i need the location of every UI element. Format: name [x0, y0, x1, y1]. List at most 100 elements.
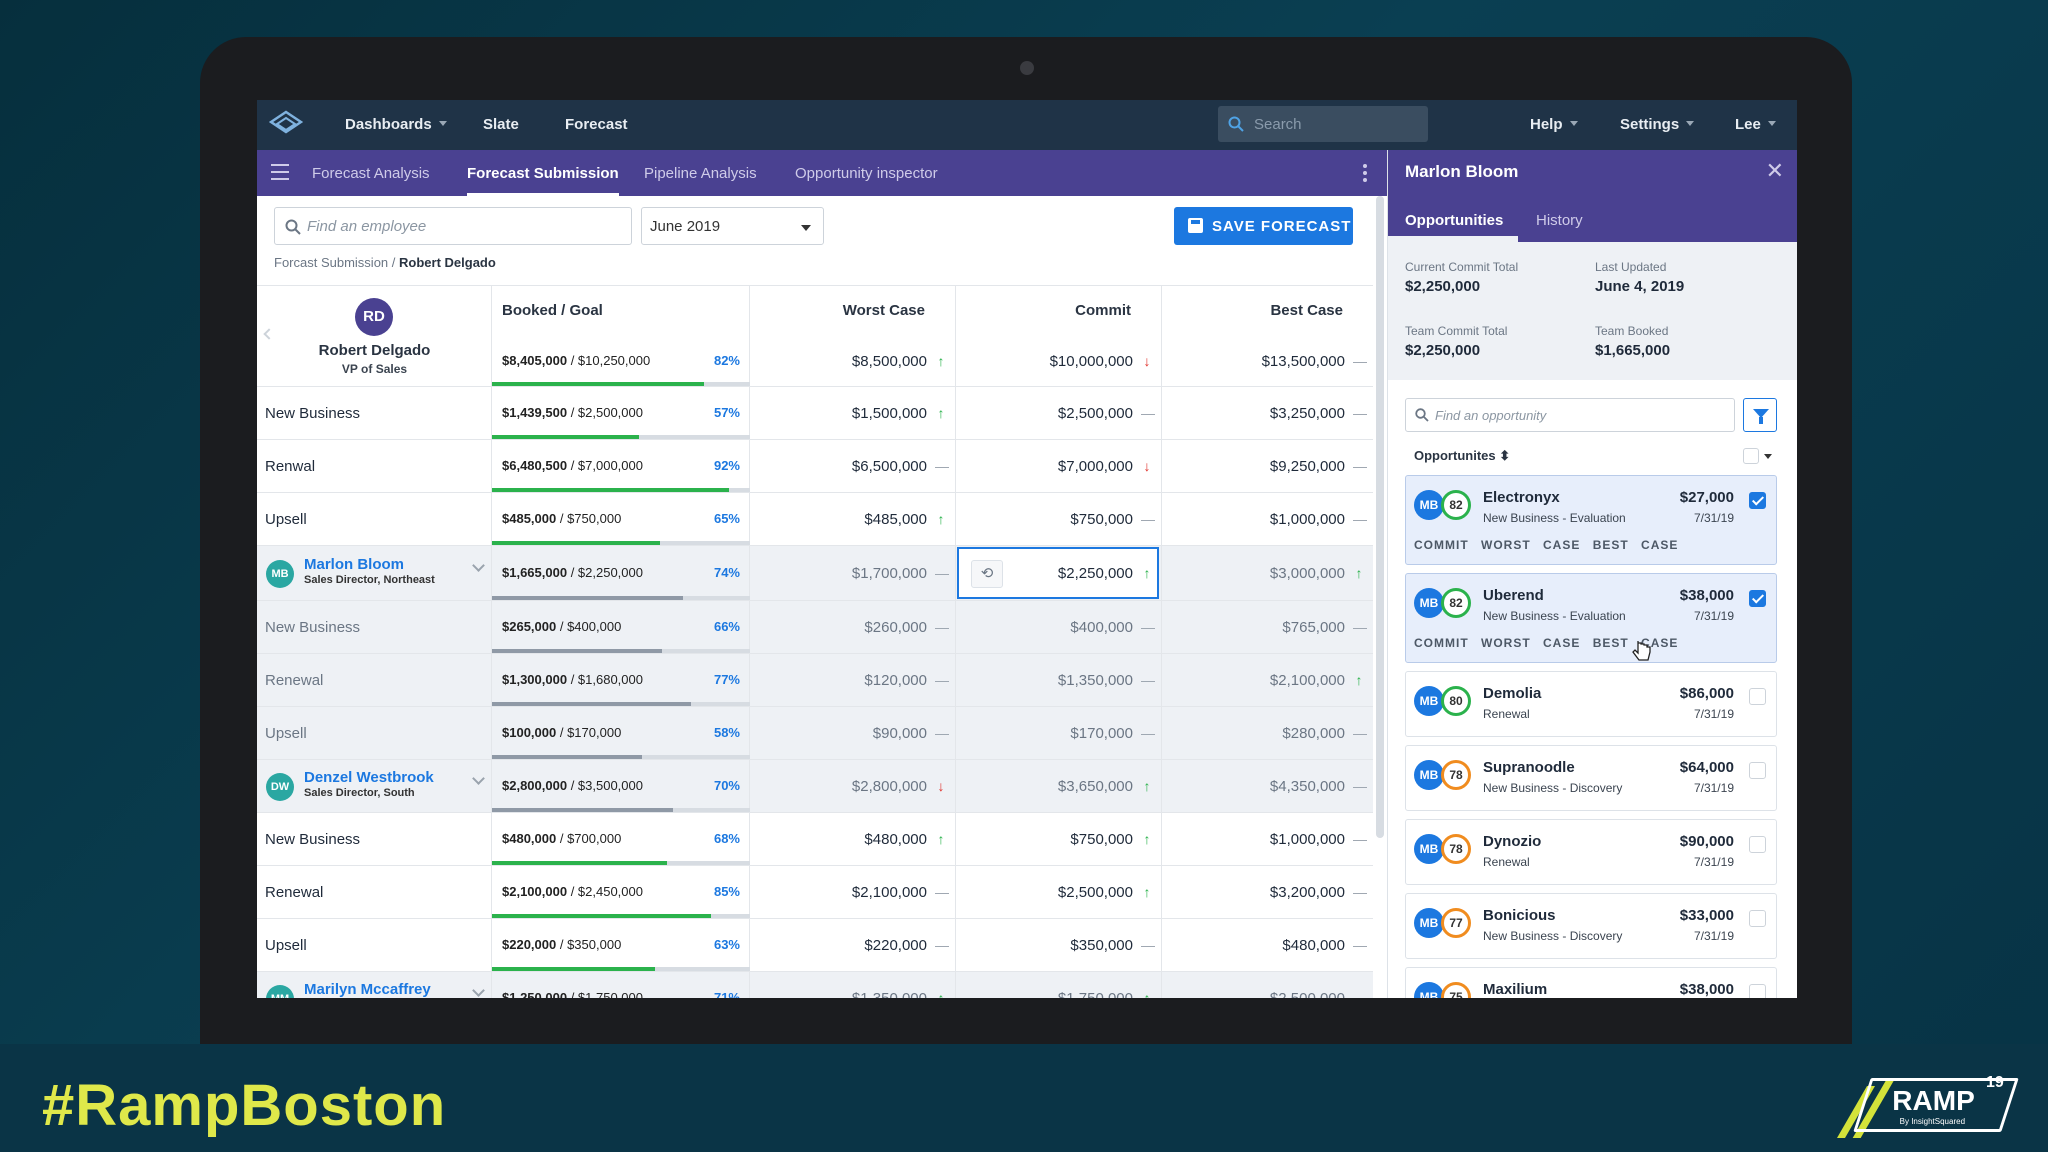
commit-cell[interactable]: $2,500,000 ↑: [956, 866, 1162, 918]
best-case-cell[interactable]: $280,000 —: [1162, 707, 1373, 759]
best-case-cell[interactable]: $3,000,000 ↑: [1162, 546, 1373, 600]
tag-worst-case[interactable]: WORST CASE: [1481, 636, 1581, 650]
best-case-cell[interactable]: $9,250,000 —: [1162, 440, 1373, 492]
commit-cell[interactable]: $750,000 ↑: [956, 813, 1162, 865]
table-row[interactable]: New Business $480,000 / $700,000 68% $48…: [257, 813, 1373, 866]
commit-cell[interactable]: $1,350,000 —: [956, 654, 1162, 706]
worst-case-cell[interactable]: $1,500,000 ↑: [750, 387, 956, 439]
select-all-checkbox[interactable]: [1743, 448, 1759, 464]
opportunity-checkbox[interactable]: [1749, 688, 1766, 705]
grid-scrollbar[interactable]: [1376, 196, 1384, 838]
table-row[interactable]: Renwal $6,480,500 / $7,000,000 92% $6,50…: [257, 440, 1373, 493]
column-header-best[interactable]: Best Case: [1162, 286, 1373, 336]
chevron-down-icon[interactable]: [472, 984, 485, 997]
chevron-down-icon[interactable]: [472, 559, 485, 572]
save-forecast-button[interactable]: SAVE FORECAST: [1174, 207, 1353, 245]
column-header-worst[interactable]: Worst Case: [750, 286, 956, 336]
worst-case-cell[interactable]: $2,100,000 —: [750, 866, 956, 918]
menu-icon[interactable]: [271, 164, 289, 185]
table-row[interactable]: Upsell $100,000 / $170,000 58% $90,000 —…: [257, 707, 1373, 760]
chevron-down-icon[interactable]: [472, 772, 485, 785]
commit-edit-field[interactable]: ⟲: [957, 547, 1159, 599]
table-row[interactable]: Upsell $220,000 / $350,000 63% $220,000 …: [257, 919, 1373, 972]
table-row[interactable]: New Business $265,000 / $400,000 66% $26…: [257, 601, 1373, 654]
commit-cell[interactable]: $170,000 —: [956, 707, 1162, 759]
nav-slate[interactable]: Slate: [483, 116, 519, 133]
nav-settings[interactable]: Settings: [1620, 116, 1695, 133]
column-header-booked[interactable]: Booked / Goal: [492, 286, 750, 336]
opportunities-sort-header[interactable]: Opportunites ⬍: [1414, 448, 1511, 463]
tab-opportunity-inspector[interactable]: Opportunity inspector: [795, 165, 938, 182]
worst-case-cell[interactable]: $2,800,000 ↓: [750, 760, 956, 812]
caret-down-icon[interactable]: [1764, 454, 1772, 459]
worst-case-cell[interactable]: $6,500,000 —: [750, 440, 956, 492]
person-row[interactable]: MB Marlon Bloom Sales Director, Northeas…: [257, 546, 1373, 601]
opportunity-checkbox[interactable]: [1749, 492, 1766, 509]
commit-cell[interactable]: $3,650,000 ↑: [956, 760, 1162, 812]
table-row[interactable]: Upsell $485,000 / $750,000 65% $485,000 …: [257, 493, 1373, 546]
person-name-link[interactable]: Denzel Westbrook: [304, 769, 434, 786]
worst-case-cell[interactable]: $8,500,000 ↑: [750, 336, 956, 386]
app-logo-icon[interactable]: [268, 110, 304, 142]
best-case-cell[interactable]: $1,000,000 —: [1162, 813, 1373, 865]
best-case-cell[interactable]: $3,250,000 —: [1162, 387, 1373, 439]
commit-cell[interactable]: $400,000 —: [956, 601, 1162, 653]
person-row[interactable]: DW Denzel Westbrook Sales Director, Sout…: [257, 760, 1373, 813]
commit-cell[interactable]: $10,000,000 ↓: [956, 336, 1162, 386]
worst-case-cell[interactable]: $480,000 ↑: [750, 813, 956, 865]
month-select[interactable]: June 2019: [641, 207, 824, 245]
history-icon[interactable]: ⟲: [971, 560, 1003, 588]
opportunity-card[interactable]: MB 80 Demolia Renewal $86,000 7/31/19: [1405, 671, 1777, 737]
global-search-input[interactable]: Search: [1218, 106, 1428, 142]
opportunity-card[interactable]: MB 78 Supranoodle New Business - Discove…: [1405, 745, 1777, 811]
tab-history[interactable]: History: [1536, 212, 1583, 229]
more-options-icon[interactable]: [1363, 164, 1367, 185]
tab-forecast-analysis[interactable]: Forecast Analysis: [312, 165, 430, 182]
commit-cell[interactable]: $350,000 —: [956, 919, 1162, 971]
opportunity-card[interactable]: MB 82 Uberend New Business - Evaluation …: [1405, 573, 1777, 663]
nav-forecast[interactable]: Forecast: [565, 116, 628, 133]
nav-help[interactable]: Help: [1530, 116, 1578, 133]
best-case-cell[interactable]: $2,500,000 —: [1162, 972, 1373, 998]
commit-cell[interactable]: ⟲ $2,250,000 ↑: [956, 546, 1162, 600]
tab-pipeline-analysis[interactable]: Pipeline Analysis: [644, 165, 757, 182]
close-icon[interactable]: ✕: [1765, 158, 1784, 183]
column-header-commit[interactable]: Commit: [956, 286, 1162, 336]
person-name-link[interactable]: Marlon Bloom: [304, 556, 404, 573]
table-row[interactable]: Renewal $2,100,000 / $2,450,000 85% $2,1…: [257, 866, 1373, 919]
worst-case-cell[interactable]: $260,000 —: [750, 601, 956, 653]
opportunity-checkbox[interactable]: [1749, 984, 1766, 998]
best-case-cell[interactable]: $1,000,000 —: [1162, 493, 1373, 545]
person-name-link[interactable]: Marilyn Mccaffrey: [304, 981, 431, 998]
best-case-cell[interactable]: $765,000 —: [1162, 601, 1373, 653]
employee-search-input[interactable]: Find an employee: [274, 207, 632, 245]
opportunity-card[interactable]: MB 82 Electronyx New Business - Evaluati…: [1405, 475, 1777, 565]
nav-dashboards[interactable]: Dashboards: [345, 116, 447, 133]
worst-case-cell[interactable]: $1,700,000 —: [750, 546, 956, 600]
opportunity-search-input[interactable]: Find an opportunity: [1405, 398, 1735, 432]
worst-case-cell[interactable]: $90,000 —: [750, 707, 956, 759]
best-case-cell[interactable]: $2,100,000 ↑: [1162, 654, 1373, 706]
person-row[interactable]: MM Marilyn Mccaffrey $1,250,000 / $1,750…: [257, 972, 1373, 998]
worst-case-cell[interactable]: $120,000 —: [750, 654, 956, 706]
tag-best-case[interactable]: BEST CASE: [1592, 636, 1679, 650]
owner-total-row[interactable]: $8,405,000 / $10,250,000 82% $8,500,000 …: [257, 336, 1373, 387]
commit-cell[interactable]: $750,000 —: [956, 493, 1162, 545]
tab-forecast-submission[interactable]: Forecast Submission: [467, 165, 619, 196]
opportunity-card[interactable]: MB 78 Dynozio Renewal $90,000 7/31/19: [1405, 819, 1777, 885]
opportunity-checkbox[interactable]: [1749, 836, 1766, 853]
best-case-cell[interactable]: $13,500,000 —: [1162, 336, 1373, 386]
best-case-cell[interactable]: $480,000 —: [1162, 919, 1373, 971]
best-case-cell[interactable]: $3,200,000 —: [1162, 866, 1373, 918]
opportunity-checkbox[interactable]: [1749, 910, 1766, 927]
opportunity-card[interactable]: MB 77 Bonicious New Business - Discovery…: [1405, 893, 1777, 959]
breadcrumb-root[interactable]: Forcast Submission: [274, 255, 389, 270]
tag-worst-case[interactable]: WORST CASE: [1481, 538, 1581, 552]
tab-opportunities[interactable]: Opportunities: [1405, 212, 1504, 229]
table-row[interactable]: Renewal $1,300,000 / $1,680,000 77% $120…: [257, 654, 1373, 707]
best-case-cell[interactable]: $4,350,000 —: [1162, 760, 1373, 812]
table-row[interactable]: New Business $1,439,500 / $2,500,000 57%…: [257, 387, 1373, 440]
opportunity-checkbox[interactable]: [1749, 762, 1766, 779]
commit-cell[interactable]: $1,750,000 ↑: [956, 972, 1162, 998]
tag-commit[interactable]: COMMIT: [1414, 538, 1469, 552]
